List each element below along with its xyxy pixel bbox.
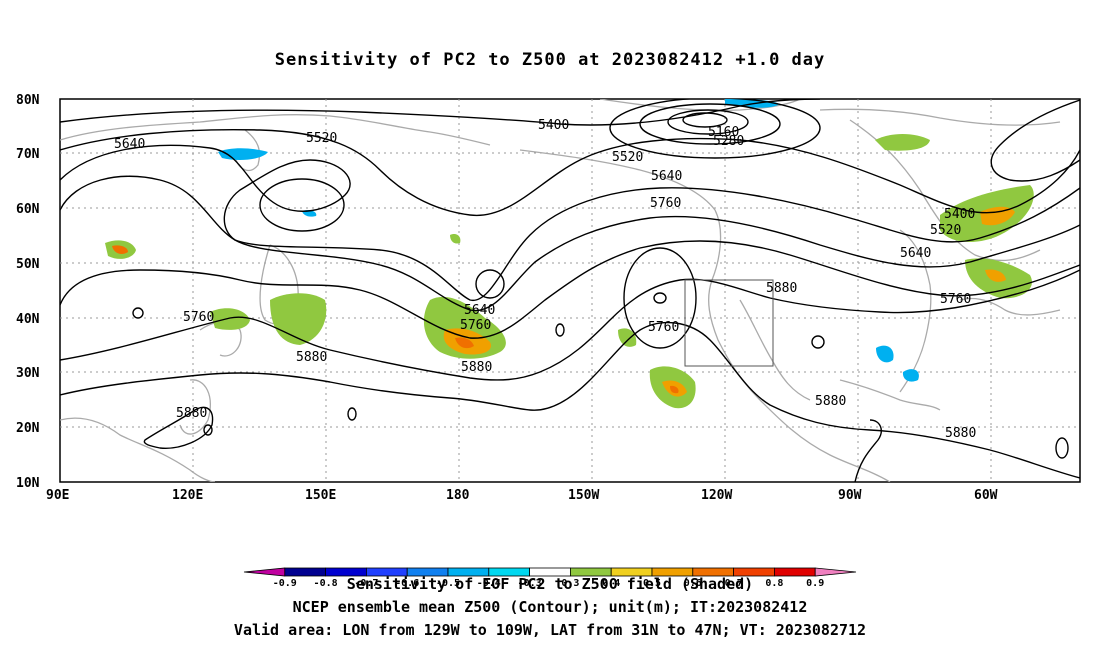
lon-label: 60W: [974, 488, 998, 503]
colorbar: -0.9 -0.8 -0.7 -0.6 -0.5 -0.4 -0.3 0.3 0.4 0.5 0.6…: [243, 567, 857, 586]
contour-label: 5400: [944, 207, 975, 222]
lon-label: 90W: [838, 488, 862, 503]
lat-label: 70N: [16, 147, 40, 162]
contour-label: 5280: [713, 134, 744, 149]
colorbar-tick-label: 0.5: [643, 578, 661, 586]
colorbar-tick-label: -0.3: [518, 578, 542, 586]
lon-label: 120E: [172, 488, 203, 503]
contour-label: 5760: [650, 196, 681, 211]
colorbar-tick-label: 0.6: [684, 578, 702, 586]
lon-label: 150E: [305, 488, 336, 503]
lat-label: 40N: [16, 312, 40, 327]
lat-label: 60N: [16, 202, 40, 217]
lon-label: 150W: [568, 488, 599, 503]
contour-label: 5880: [766, 281, 797, 296]
colorbar-tick-label: 0.9: [806, 578, 824, 586]
colorbar-tick-label: -0.8: [314, 578, 338, 586]
contour-label: 5760: [940, 292, 971, 307]
lon-label: 180: [446, 488, 470, 503]
contour-label: 5520: [612, 150, 643, 165]
page-title: Sensitivity of PC2 to Z500 at 2023082412…: [274, 50, 826, 70]
colorbar-tick-label: -0.9: [273, 578, 297, 586]
contour-label: 5760: [183, 310, 214, 325]
caption-valid-area: Valid area: LON from 129W to 109W, LAT f…: [233, 621, 867, 639]
caption-shaded: Sensitivity of EOF PC2 to Z500 field (Sh…: [346, 575, 754, 593]
contour-label: 5880: [945, 426, 976, 441]
contour-label: 5160: [708, 125, 739, 140]
colorbar-tick-label: 0.4: [602, 578, 620, 586]
colorbar-tick-label: -0.4: [477, 578, 501, 586]
contour-label: 5760: [460, 318, 491, 333]
contour-label: 5520: [930, 223, 961, 238]
colorbar-tick-label: 0.7: [725, 578, 743, 586]
contour-label: 5640: [114, 137, 145, 152]
lon-label: 120W: [701, 488, 732, 503]
caption-contour: NCEP ensemble mean Z500 (Contour); unit(…: [292, 598, 808, 616]
lat-label: 10N: [16, 476, 40, 491]
contour-label: 5880: [461, 360, 492, 375]
colorbar-tick-label: 0.3: [561, 578, 579, 586]
colorbar-tick-label: -0.7: [354, 578, 378, 586]
contour-label: 5880: [176, 406, 207, 421]
z500-contours: [60, 99, 1080, 482]
contour-label: 5760: [648, 320, 679, 335]
contour-label: 5640: [464, 303, 495, 318]
lon-label: 90E: [46, 488, 69, 503]
lat-label: 20N: [16, 421, 40, 436]
contour-label: 5880: [296, 350, 327, 365]
colorbar-tick-label: -0.5: [436, 578, 460, 586]
contour-label: 5520: [306, 131, 337, 146]
lat-label: 30N: [16, 366, 40, 381]
lat-label: 80N: [16, 93, 40, 108]
colorbar-segment: [814, 567, 857, 577]
valid-area-box: [684, 279, 774, 367]
contour-label: 5640: [900, 246, 931, 261]
colorbar-tick-label: -0.6: [395, 578, 419, 586]
contour-label: 5880: [815, 394, 846, 409]
contour-label: 5640: [651, 169, 682, 184]
lat-label: 50N: [16, 257, 40, 272]
colorbar-tick-label: 0.8: [765, 578, 783, 586]
contour-label: 5400: [538, 118, 569, 133]
